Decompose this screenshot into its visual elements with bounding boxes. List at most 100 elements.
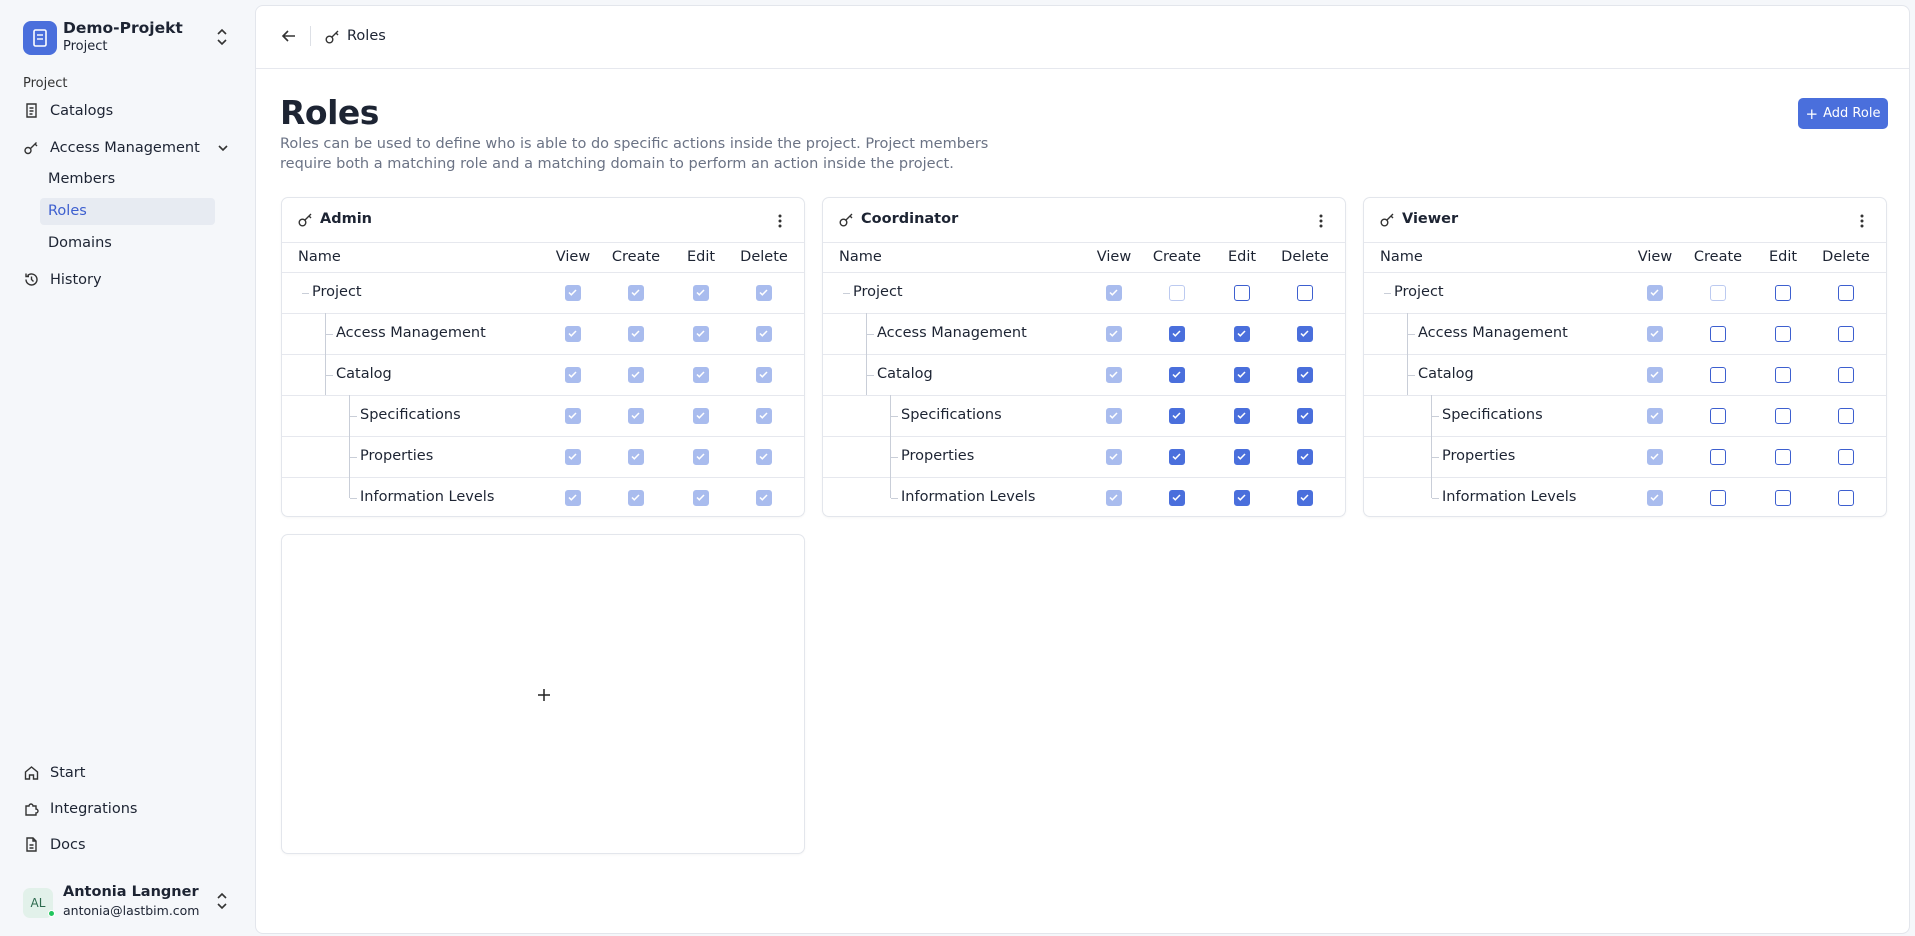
resource-label: Project bbox=[853, 284, 903, 300]
table-row: Specifications bbox=[1364, 395, 1886, 436]
permission-checkbox[interactable] bbox=[1169, 449, 1185, 465]
permission-checkbox[interactable] bbox=[1169, 408, 1185, 424]
permission-checkbox[interactable] bbox=[1710, 408, 1726, 424]
permission-checkbox[interactable] bbox=[1234, 408, 1250, 424]
permission-checkbox[interactable] bbox=[1775, 285, 1791, 301]
breadcrumb[interactable]: Roles bbox=[347, 28, 386, 44]
tree-line bbox=[890, 477, 891, 498]
permission-checkbox bbox=[1106, 285, 1122, 301]
column-header: Delete bbox=[740, 249, 788, 265]
table-row: Catalog bbox=[282, 354, 804, 395]
resource-label: Properties bbox=[1442, 448, 1516, 464]
footer-nav-item[interactable]: Integrations bbox=[23, 800, 137, 817]
tree-line bbox=[326, 375, 333, 376]
plus-icon bbox=[538, 689, 550, 701]
permission-checkbox bbox=[628, 285, 644, 301]
permission-checkbox[interactable] bbox=[1838, 367, 1854, 383]
nav-subitem[interactable]: Roles bbox=[40, 198, 215, 225]
permission-checkbox bbox=[1106, 490, 1122, 506]
permission-checkbox[interactable] bbox=[1838, 490, 1854, 506]
permission-checkbox[interactable] bbox=[1775, 326, 1791, 342]
permission-checkbox[interactable] bbox=[1838, 326, 1854, 342]
permission-checkbox[interactable] bbox=[1169, 490, 1185, 506]
tree-line bbox=[325, 313, 326, 354]
card-menu[interactable] bbox=[778, 213, 782, 228]
permission-checkbox[interactable] bbox=[1297, 408, 1313, 424]
table-row: Specifications bbox=[282, 395, 804, 436]
permission-checkbox bbox=[1106, 326, 1122, 342]
tree-line bbox=[1408, 334, 1415, 335]
table-row: Information Levels bbox=[1364, 477, 1886, 518]
permission-checkbox[interactable] bbox=[1169, 367, 1185, 383]
user-menu[interactable] bbox=[215, 892, 229, 910]
permission-checkbox[interactable] bbox=[1297, 367, 1313, 383]
nav-subitem[interactable]: Members bbox=[40, 166, 215, 193]
chevron[interactable] bbox=[217, 142, 234, 159]
nav-item[interactable]: History bbox=[23, 271, 102, 288]
permission-checkbox[interactable] bbox=[1234, 326, 1250, 342]
role-name: Viewer bbox=[1402, 211, 1459, 227]
nav-item[interactable]: Catalogs bbox=[23, 102, 113, 119]
nav-item[interactable]: Access Management bbox=[23, 139, 228, 156]
permission-checkbox bbox=[628, 326, 644, 342]
resource-label: Access Management bbox=[336, 325, 486, 341]
back-button[interactable] bbox=[281, 28, 297, 44]
footer-nav-item[interactable]: Docs bbox=[23, 836, 86, 853]
permission-checkbox bbox=[756, 408, 772, 424]
permission-checkbox bbox=[1647, 326, 1663, 342]
permission-checkbox[interactable] bbox=[1710, 367, 1726, 383]
permission-checkbox[interactable] bbox=[1710, 490, 1726, 506]
table-row: Properties bbox=[1364, 436, 1886, 477]
column-header: Delete bbox=[1822, 249, 1870, 265]
permission-checkbox[interactable] bbox=[1775, 408, 1791, 424]
permission-checkbox[interactable] bbox=[1297, 285, 1313, 301]
tree-line bbox=[866, 313, 867, 354]
permission-checkbox[interactable] bbox=[1234, 449, 1250, 465]
resource-label: Catalog bbox=[1418, 366, 1474, 382]
card-menu[interactable] bbox=[1860, 213, 1864, 228]
resource-label: Catalog bbox=[877, 366, 933, 382]
permission-checkbox bbox=[693, 285, 709, 301]
permission-checkbox[interactable] bbox=[1234, 285, 1250, 301]
tree-line bbox=[843, 293, 850, 294]
add-role-label: Add Role bbox=[1823, 106, 1881, 121]
add-role-button[interactable]: + Add Role bbox=[1798, 98, 1888, 129]
tree-line bbox=[1431, 395, 1432, 436]
permission-checkbox[interactable] bbox=[1710, 449, 1726, 465]
nav-subitem[interactable]: Domains bbox=[40, 230, 215, 257]
card-menu[interactable] bbox=[1319, 213, 1323, 228]
key-icon bbox=[1380, 213, 1394, 226]
permission-checkbox[interactable] bbox=[1234, 490, 1250, 506]
permission-checkbox[interactable] bbox=[1710, 326, 1726, 342]
tree-line bbox=[349, 436, 350, 477]
tree-line bbox=[349, 477, 350, 498]
permission-checkbox[interactable] bbox=[1775, 449, 1791, 465]
footer-nav-item[interactable]: Start bbox=[23, 764, 85, 781]
resource-label: Information Levels bbox=[901, 489, 1036, 505]
permission-checkbox[interactable] bbox=[1775, 490, 1791, 506]
user-name[interactable]: Antonia Langner bbox=[63, 884, 199, 900]
role-card: Admin Name View Create Edit Delete Project Acce… bbox=[281, 197, 805, 517]
project-name[interactable]: Demo-Projekt bbox=[63, 19, 183, 37]
role-name: Coordinator bbox=[861, 211, 959, 227]
permission-checkbox[interactable] bbox=[1297, 490, 1313, 506]
permission-checkbox[interactable] bbox=[1234, 367, 1250, 383]
card-header: Coordinator bbox=[839, 211, 958, 227]
permission-checkbox[interactable] bbox=[1775, 367, 1791, 383]
permission-checkbox[interactable] bbox=[1297, 326, 1313, 342]
sidebar: Demo-Projekt Project Project Catalogs Acc… bbox=[0, 0, 254, 936]
nav-sublabel: Domains bbox=[48, 235, 112, 251]
permission-checkbox bbox=[693, 490, 709, 506]
resource-label: Access Management bbox=[877, 325, 1027, 341]
permission-checkbox[interactable] bbox=[1297, 449, 1313, 465]
page-description: Roles can be used to define who is able … bbox=[280, 136, 989, 172]
permission-checkbox[interactable] bbox=[1838, 449, 1854, 465]
permission-checkbox[interactable] bbox=[1838, 408, 1854, 424]
tree-line bbox=[1432, 416, 1439, 417]
permission-checkbox[interactable] bbox=[1169, 326, 1185, 342]
permission-checkbox[interactable] bbox=[1838, 285, 1854, 301]
project-switch[interactable] bbox=[215, 28, 229, 46]
add-role-card[interactable] bbox=[281, 534, 805, 854]
nav-icon bbox=[26, 103, 37, 118]
